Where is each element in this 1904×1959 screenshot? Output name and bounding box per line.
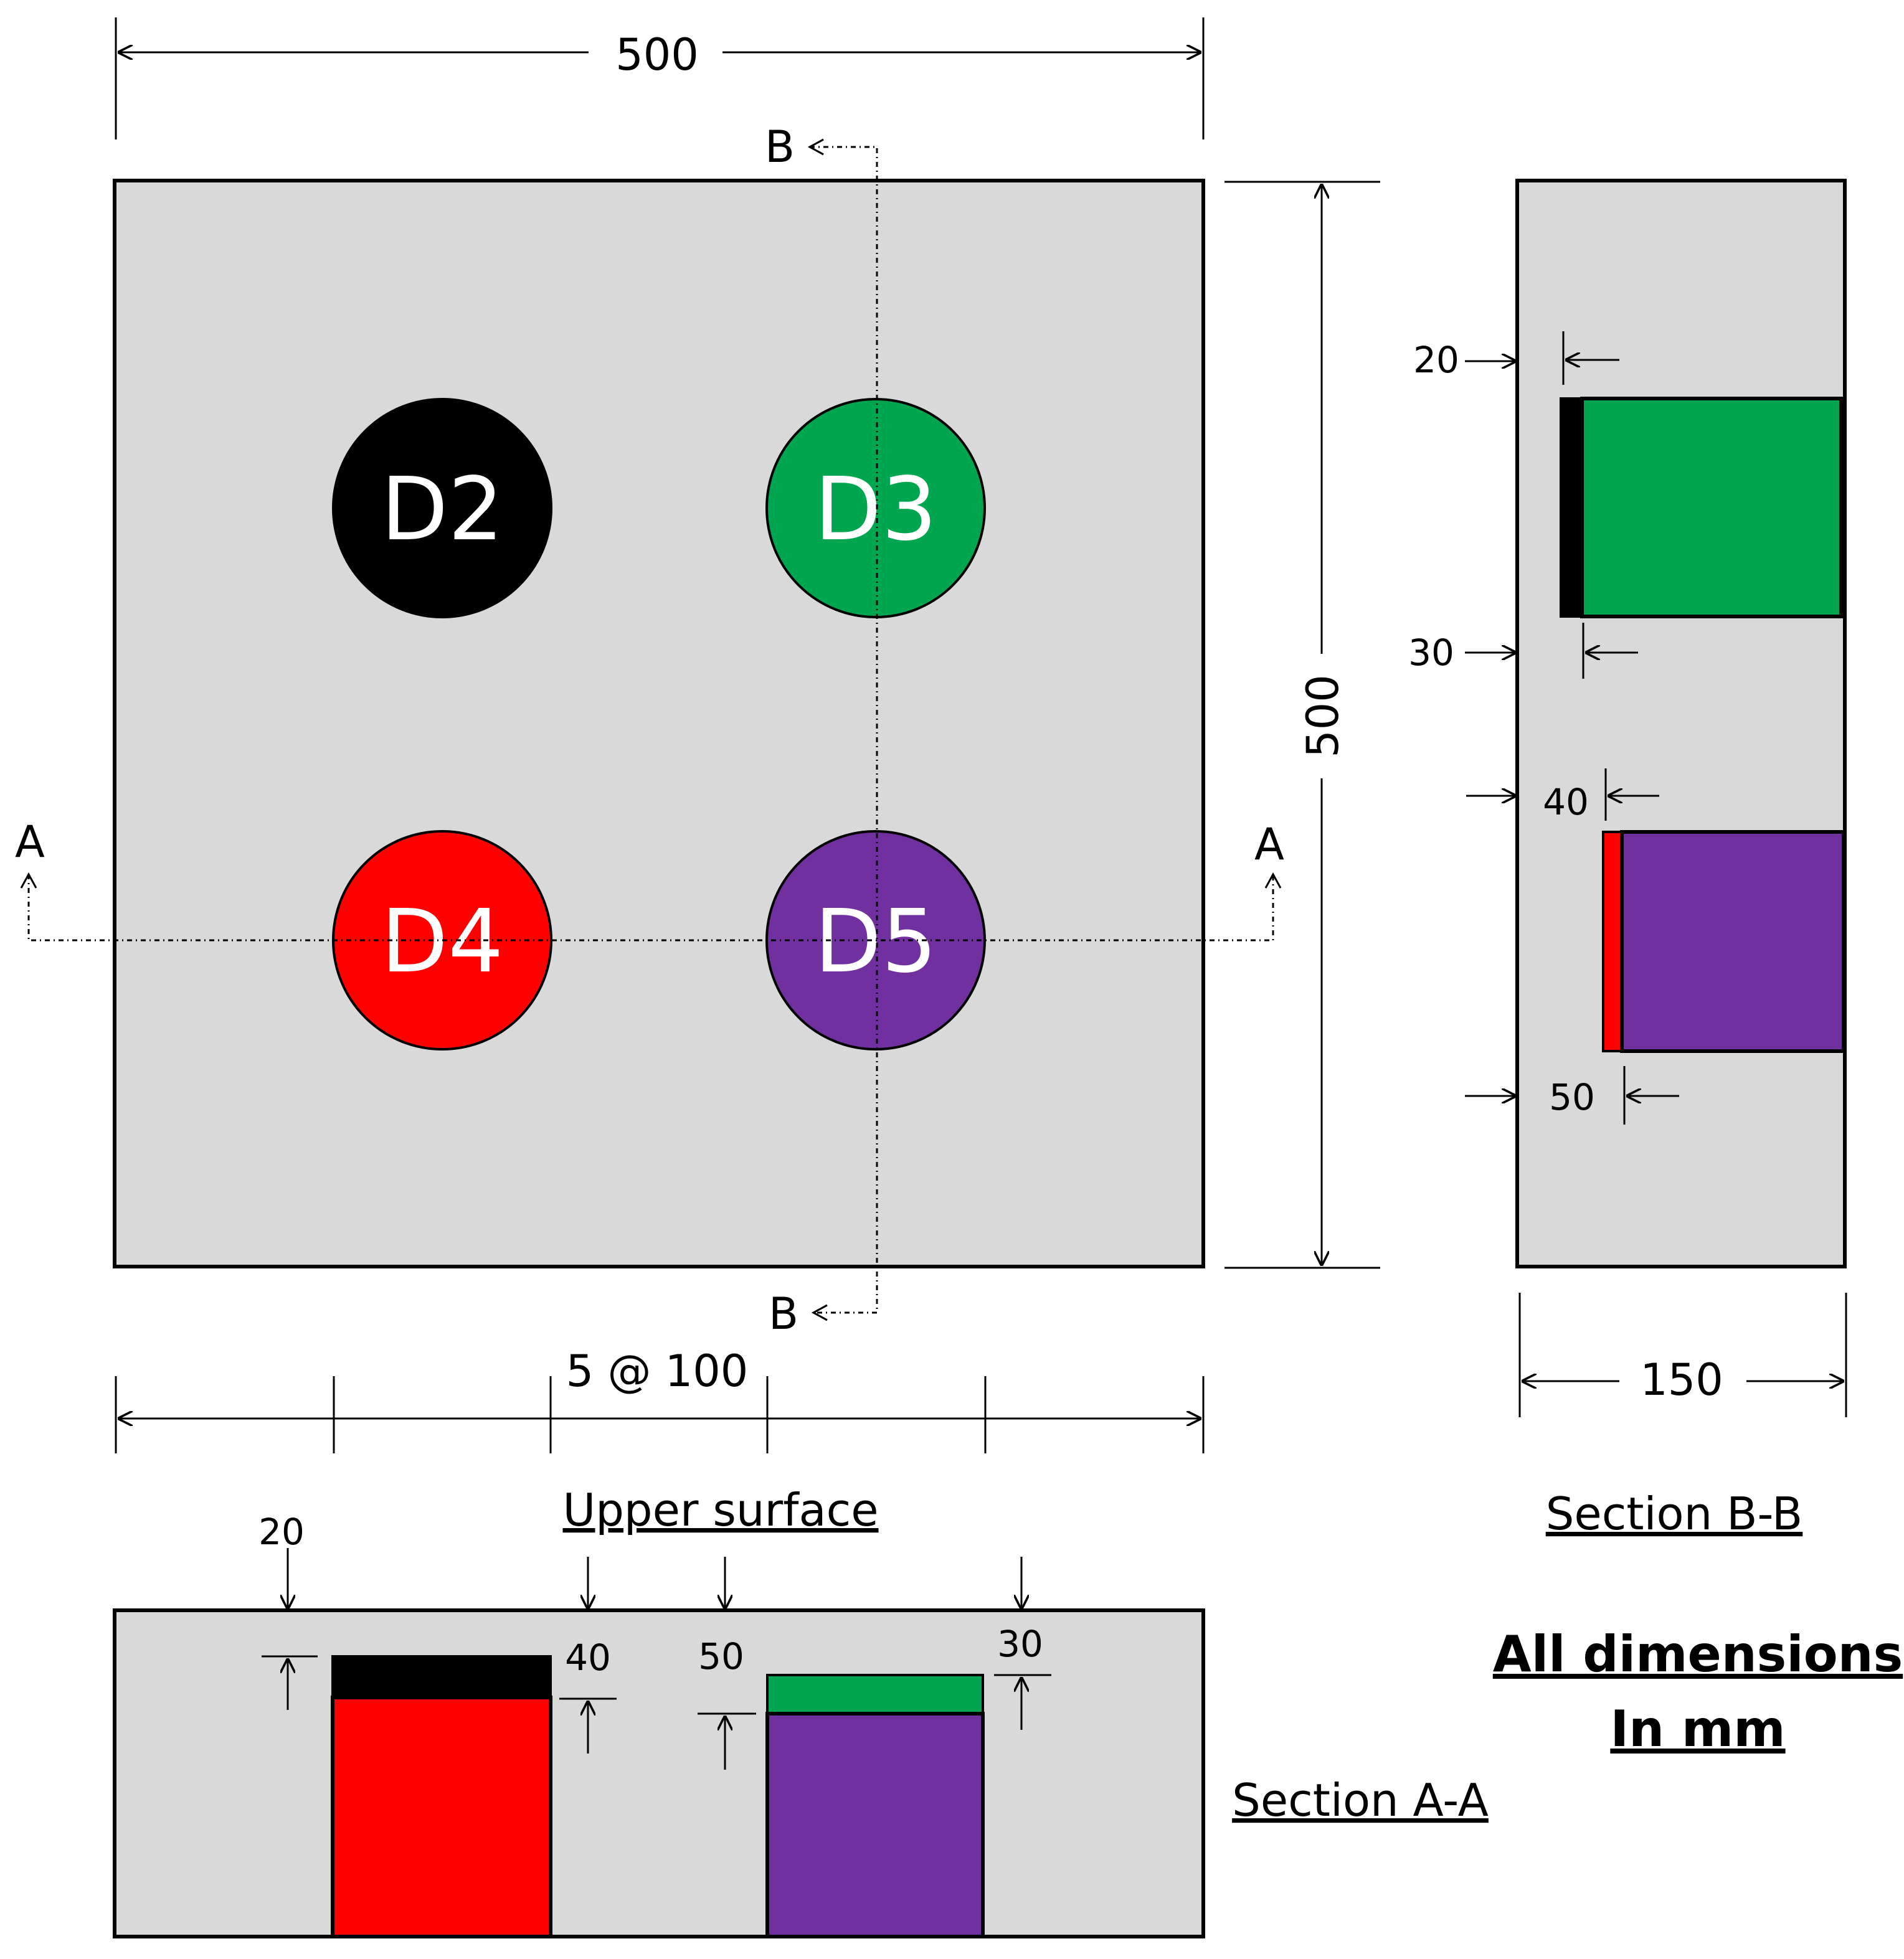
aa-depth-d4: 40 [565, 1636, 611, 1679]
bb-d5-block [1620, 830, 1845, 1053]
section-b-top-label: B [765, 121, 795, 172]
plan-width-dim: 500 [615, 29, 699, 80]
defect-d3 [765, 398, 986, 618]
upper-surface-label: Upper surface [563, 1484, 879, 1536]
section-a-left-label: A [15, 816, 45, 867]
section-aa-title: Section A-A [1232, 1774, 1489, 1826]
aa-d3-block [766, 1674, 984, 1715]
bb-depth-d2: 30 [1408, 631, 1454, 674]
defect-d3-label: D3 [815, 459, 937, 560]
units-note: All dimensions In mm [1493, 1625, 1903, 1758]
bb-d4-block [1602, 831, 1623, 1052]
defect-d2-label: D2 [381, 459, 504, 560]
bb-width-dim: 150 [1640, 1354, 1723, 1405]
section-b-bottom-label: B [769, 1288, 798, 1339]
note-line1: All dimensions [1493, 1625, 1903, 1683]
aa-d4-block [331, 1696, 552, 1938]
aa-d2-block [331, 1655, 552, 1699]
section-a-right-label: A [1254, 819, 1284, 870]
plan-view: 500 D2 D3 D4 D5 B B A A 500 [15, 17, 1380, 1453]
bb-d3-block [1580, 397, 1843, 618]
slab-plan [113, 179, 1205, 1268]
section-aa: Upper surface 20 40 50 30 Section A-A [113, 1484, 1489, 1938]
note-line2: In mm [1610, 1700, 1785, 1758]
aa-depth-d5: 50 [698, 1635, 744, 1678]
aa-depth-d2: 20 [258, 1511, 305, 1553]
defect-d4-label: D4 [381, 891, 504, 993]
defect-d5-label: D5 [815, 891, 937, 993]
bb-depth-d4: 50 [1549, 1076, 1595, 1118]
bb-depth-d5: 40 [1543, 781, 1589, 823]
section-bb-title: Section B-B [1546, 1488, 1803, 1540]
section-bb: 20 30 40 50 150 Section B-B [1408, 179, 1847, 1540]
plan-height-dim: 500 [1297, 674, 1348, 758]
aa-d5-block [765, 1712, 985, 1938]
defect-d2 [332, 398, 552, 618]
bb-d2-block [1560, 397, 1583, 618]
bb-depth-d3: 20 [1413, 339, 1459, 381]
aa-depth-d3: 30 [997, 1623, 1043, 1665]
spacing-dim: 5 @ 100 [566, 1346, 749, 1397]
section-line-aa [27, 874, 1274, 942]
slab-section-aa [113, 1608, 1205, 1938]
section-line-bb [810, 146, 878, 1314]
